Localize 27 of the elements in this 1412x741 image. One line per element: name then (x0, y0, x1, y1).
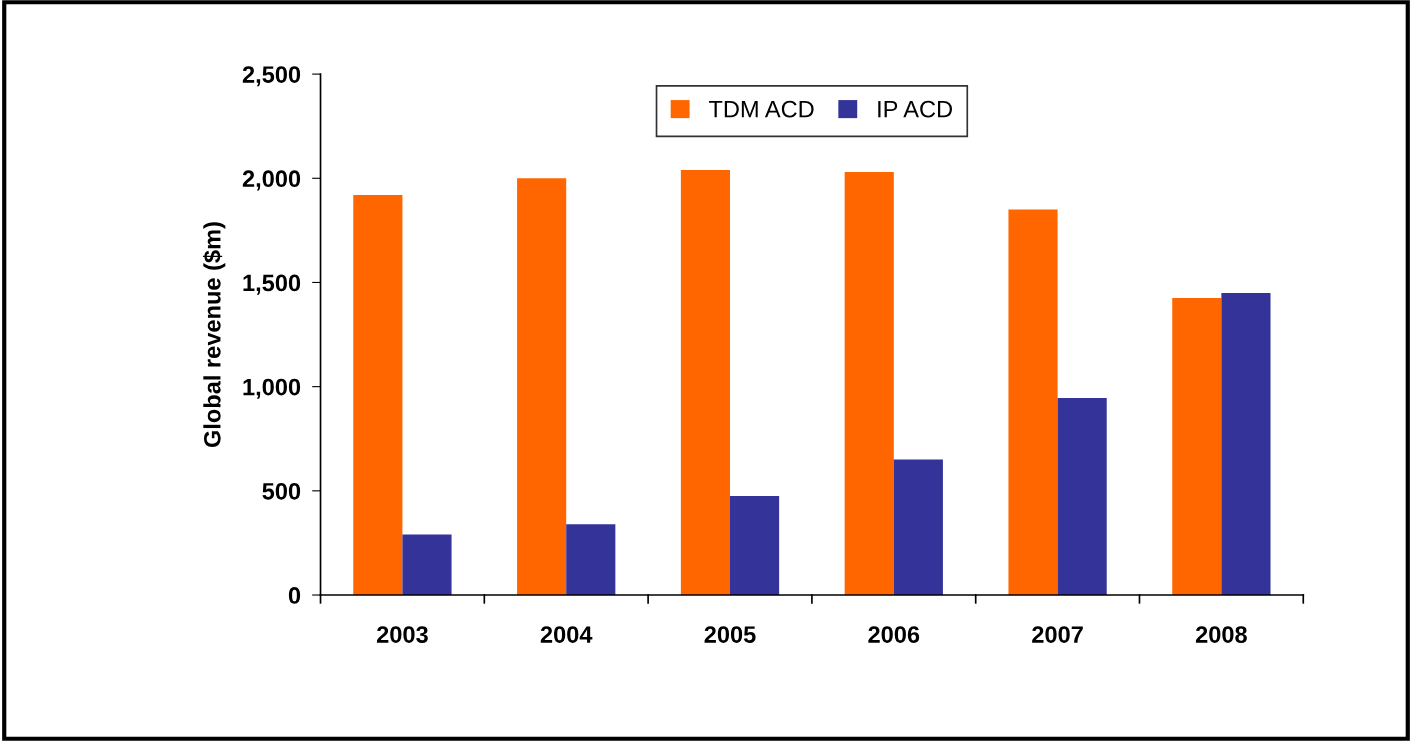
legend-label: TDM ACD (708, 100, 814, 118)
x-tick-label: 2008 (1195, 626, 1247, 643)
bar (353, 194, 403, 596)
bar (566, 524, 616, 596)
x-tick-label: 2006 (868, 626, 920, 643)
bar (402, 534, 452, 596)
x-tick-label: 2004 (540, 626, 593, 643)
bar (844, 172, 894, 596)
x-tick-label: 2003 (376, 626, 428, 643)
y-axis-title: Global revenue ($m) (202, 222, 226, 448)
x-tick-label: 2007 (1032, 626, 1083, 643)
bar (680, 169, 730, 596)
bar (730, 496, 780, 596)
y-tick-label: 1,000 (243, 378, 301, 399)
x-tick-label: 2005 (704, 626, 756, 643)
bar (1221, 292, 1271, 596)
legend-label: IP ACD (878, 100, 952, 118)
y-tick-label: 1,500 (243, 274, 301, 295)
y-tick-label: 0 (288, 587, 301, 604)
y-tick-label: 2,500 (242, 66, 301, 87)
y-tick-label: 2,000 (242, 170, 301, 191)
bar (893, 459, 943, 596)
bar (1008, 209, 1058, 596)
bar (1057, 398, 1107, 596)
y-tick-label: 500 (262, 482, 301, 500)
bar (517, 178, 567, 596)
bar (1172, 298, 1222, 596)
